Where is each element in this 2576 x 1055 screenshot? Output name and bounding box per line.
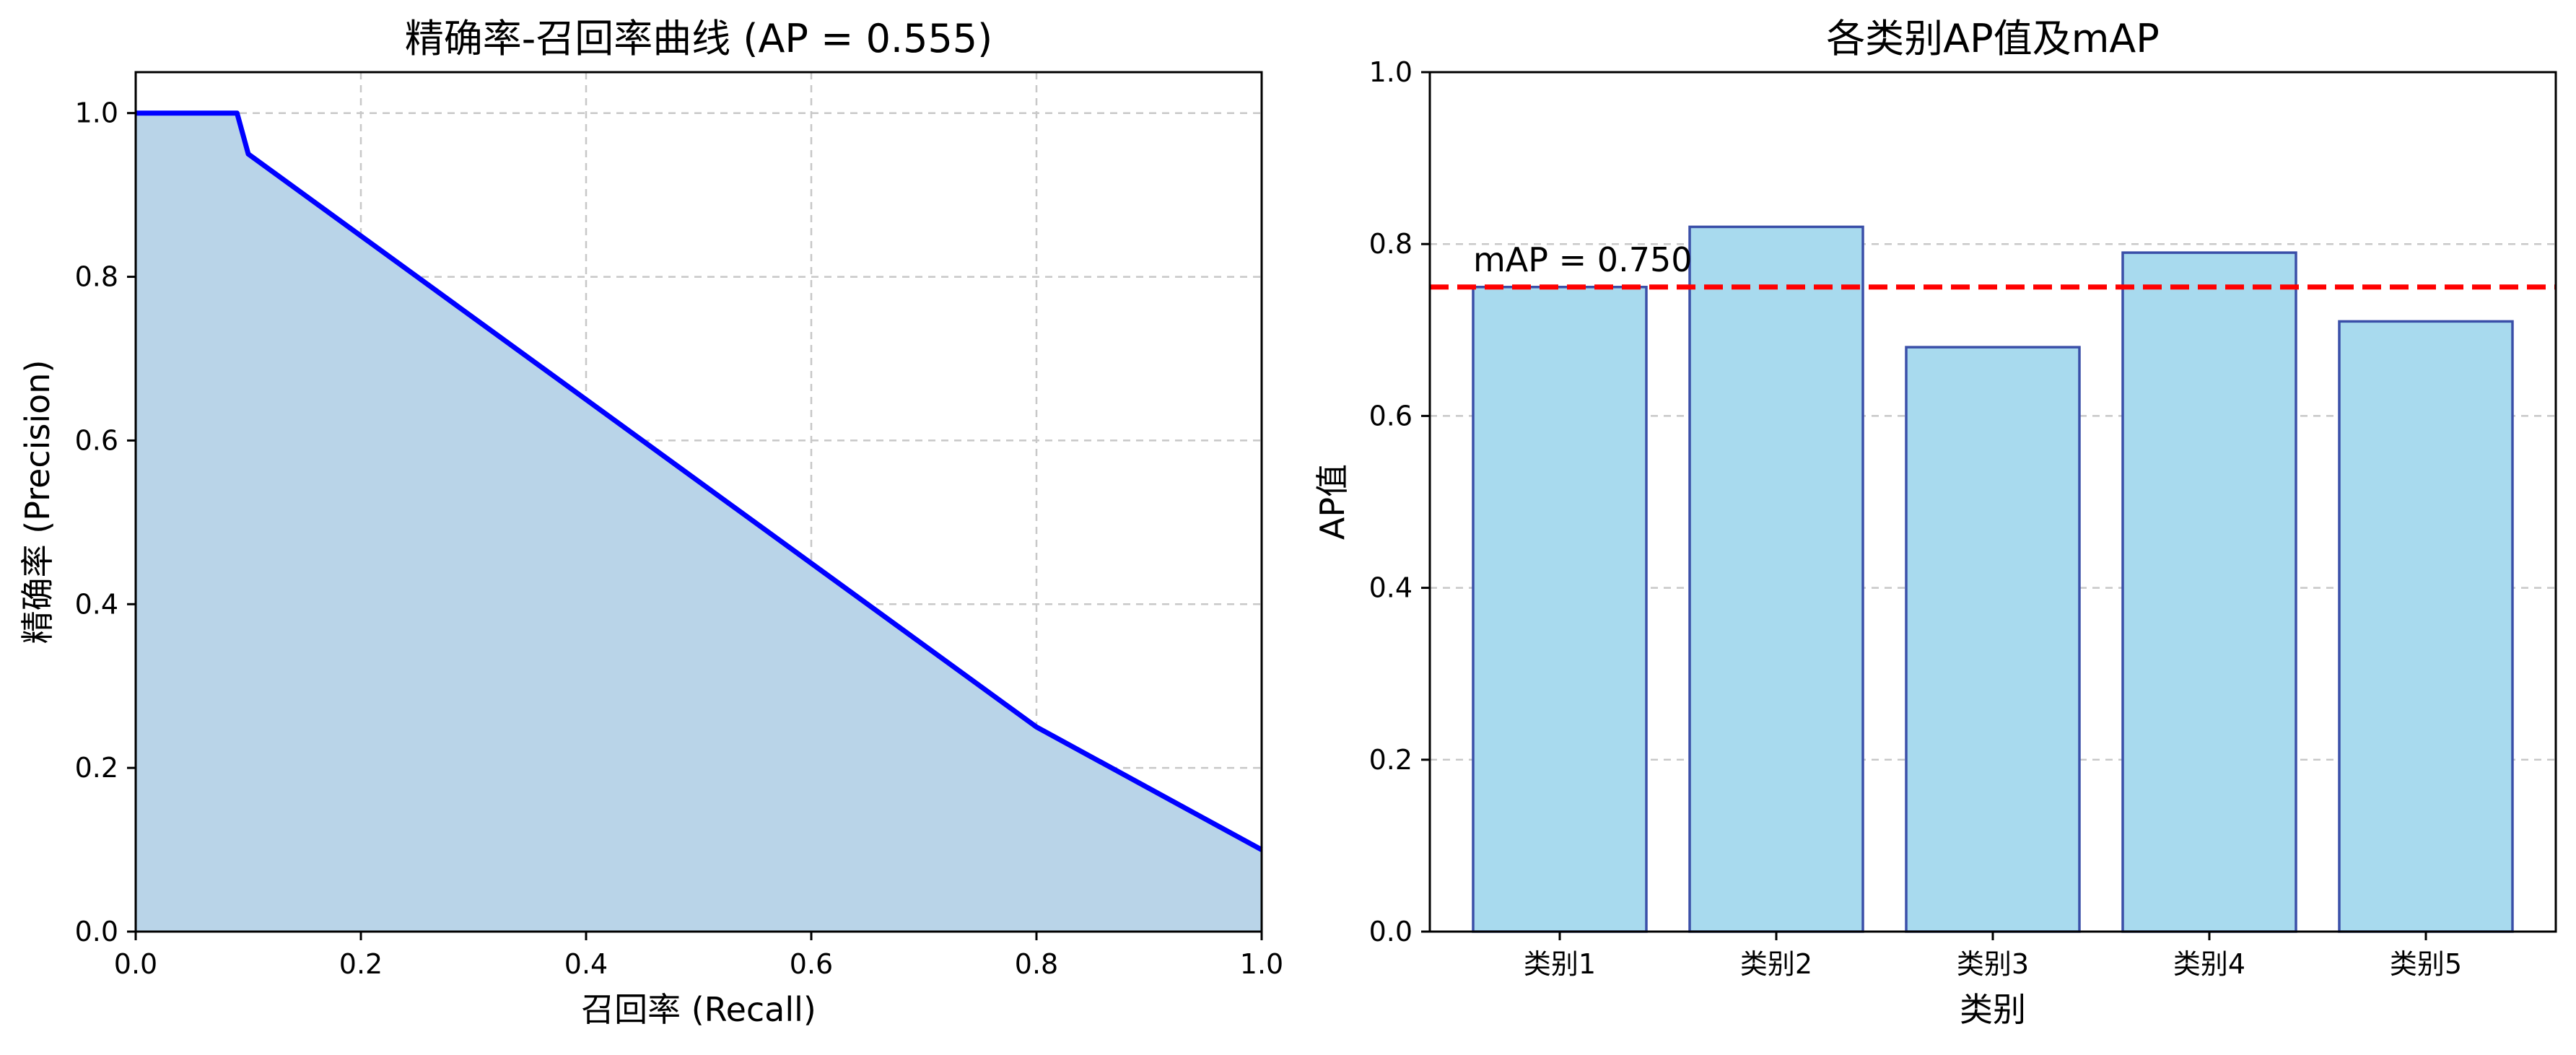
map-annotation: mAP = 0.750 <box>1473 240 1693 279</box>
ap-y-tick-label: 0.2 <box>1369 744 1413 776</box>
pr-y-tick-label: 0.8 <box>75 261 118 293</box>
pr-chart-title: 精确率-召回率曲线 (AP = 0.555) <box>405 16 992 61</box>
pr-curve-line <box>136 110 1263 852</box>
ap-y-ticks: 0.0 0.2 0.4 0.6 0.8 1.0 <box>1369 56 1430 947</box>
pr-x-tick-label: 0.2 <box>339 948 383 980</box>
pr-y-tick-label: 0.2 <box>75 752 118 784</box>
pr-y-tick-label: 0.6 <box>75 424 118 456</box>
ap-y-tick-label: 0.6 <box>1369 400 1413 432</box>
ap-bar <box>2338 320 2514 933</box>
pr-y-tick-label: 0.0 <box>75 916 118 947</box>
pr-y-ticks: 0.0 0.2 0.4 0.6 0.8 1.0 <box>75 97 136 947</box>
ap-bars <box>1472 225 2514 933</box>
ap-chart-title: 各类别AP值及mAP <box>1826 16 2160 61</box>
ap-y-tick-label: 1.0 <box>1369 56 1413 88</box>
ap-bar <box>1688 225 1864 933</box>
pr-y-tick-label: 1.0 <box>75 97 118 129</box>
ap-x-tick-label: 类别2 <box>1740 948 1812 980</box>
ap-y-tick-label: 0.8 <box>1369 228 1413 260</box>
pr-x-tick-label: 0.0 <box>114 948 157 980</box>
pr-x-tick-label: 0.8 <box>1015 948 1058 980</box>
ap-y-tick-label: 0.0 <box>1369 916 1413 947</box>
ap-bar-chart: mAP = 0.750 类别1 类别2 类别3 类别4 类别5 0.0 0.2 0.4 0.6… <box>1313 16 2557 1029</box>
pr-x-tick-label: 0.4 <box>564 948 608 980</box>
ap-y-axis-label: AP值 <box>1313 464 1352 540</box>
pr-y-tick-label: 0.4 <box>75 588 118 620</box>
ap-bar <box>2121 251 2297 933</box>
pr-y-axis-label: 精确率 (Precision) <box>18 360 57 644</box>
ap-y-tick-label: 0.4 <box>1369 572 1413 604</box>
pr-curve-area <box>136 113 1262 932</box>
ap-bar <box>1905 346 2081 933</box>
pr-x-axis-label: 召回率 (Recall) <box>581 990 816 1029</box>
ap-x-tick-label: 类别5 <box>2390 948 2462 980</box>
ap-bar <box>1472 286 1648 933</box>
pr-curve-chart: 0.0 0.2 0.4 0.6 0.8 1.0 0.0 0.2 0.4 0.6 0.8 1.0 精确… <box>18 16 1283 1029</box>
pr-x-tick-label: 1.0 <box>1240 948 1283 980</box>
ap-x-axis-label: 类别 <box>1960 990 2026 1029</box>
pr-plot-frame <box>134 71 1263 933</box>
ap-x-tick-label: 类别1 <box>1524 948 1596 980</box>
pr-x-ticks: 0.0 0.2 0.4 0.6 0.8 1.0 <box>114 932 1283 980</box>
ap-x-tick-label: 类别4 <box>2173 948 2245 980</box>
ap-x-ticks: 类别1 类别2 类别3 类别4 类别5 <box>1524 932 2462 980</box>
pr-x-tick-label: 0.6 <box>790 948 833 980</box>
ap-x-tick-label: 类别3 <box>1957 948 2029 980</box>
